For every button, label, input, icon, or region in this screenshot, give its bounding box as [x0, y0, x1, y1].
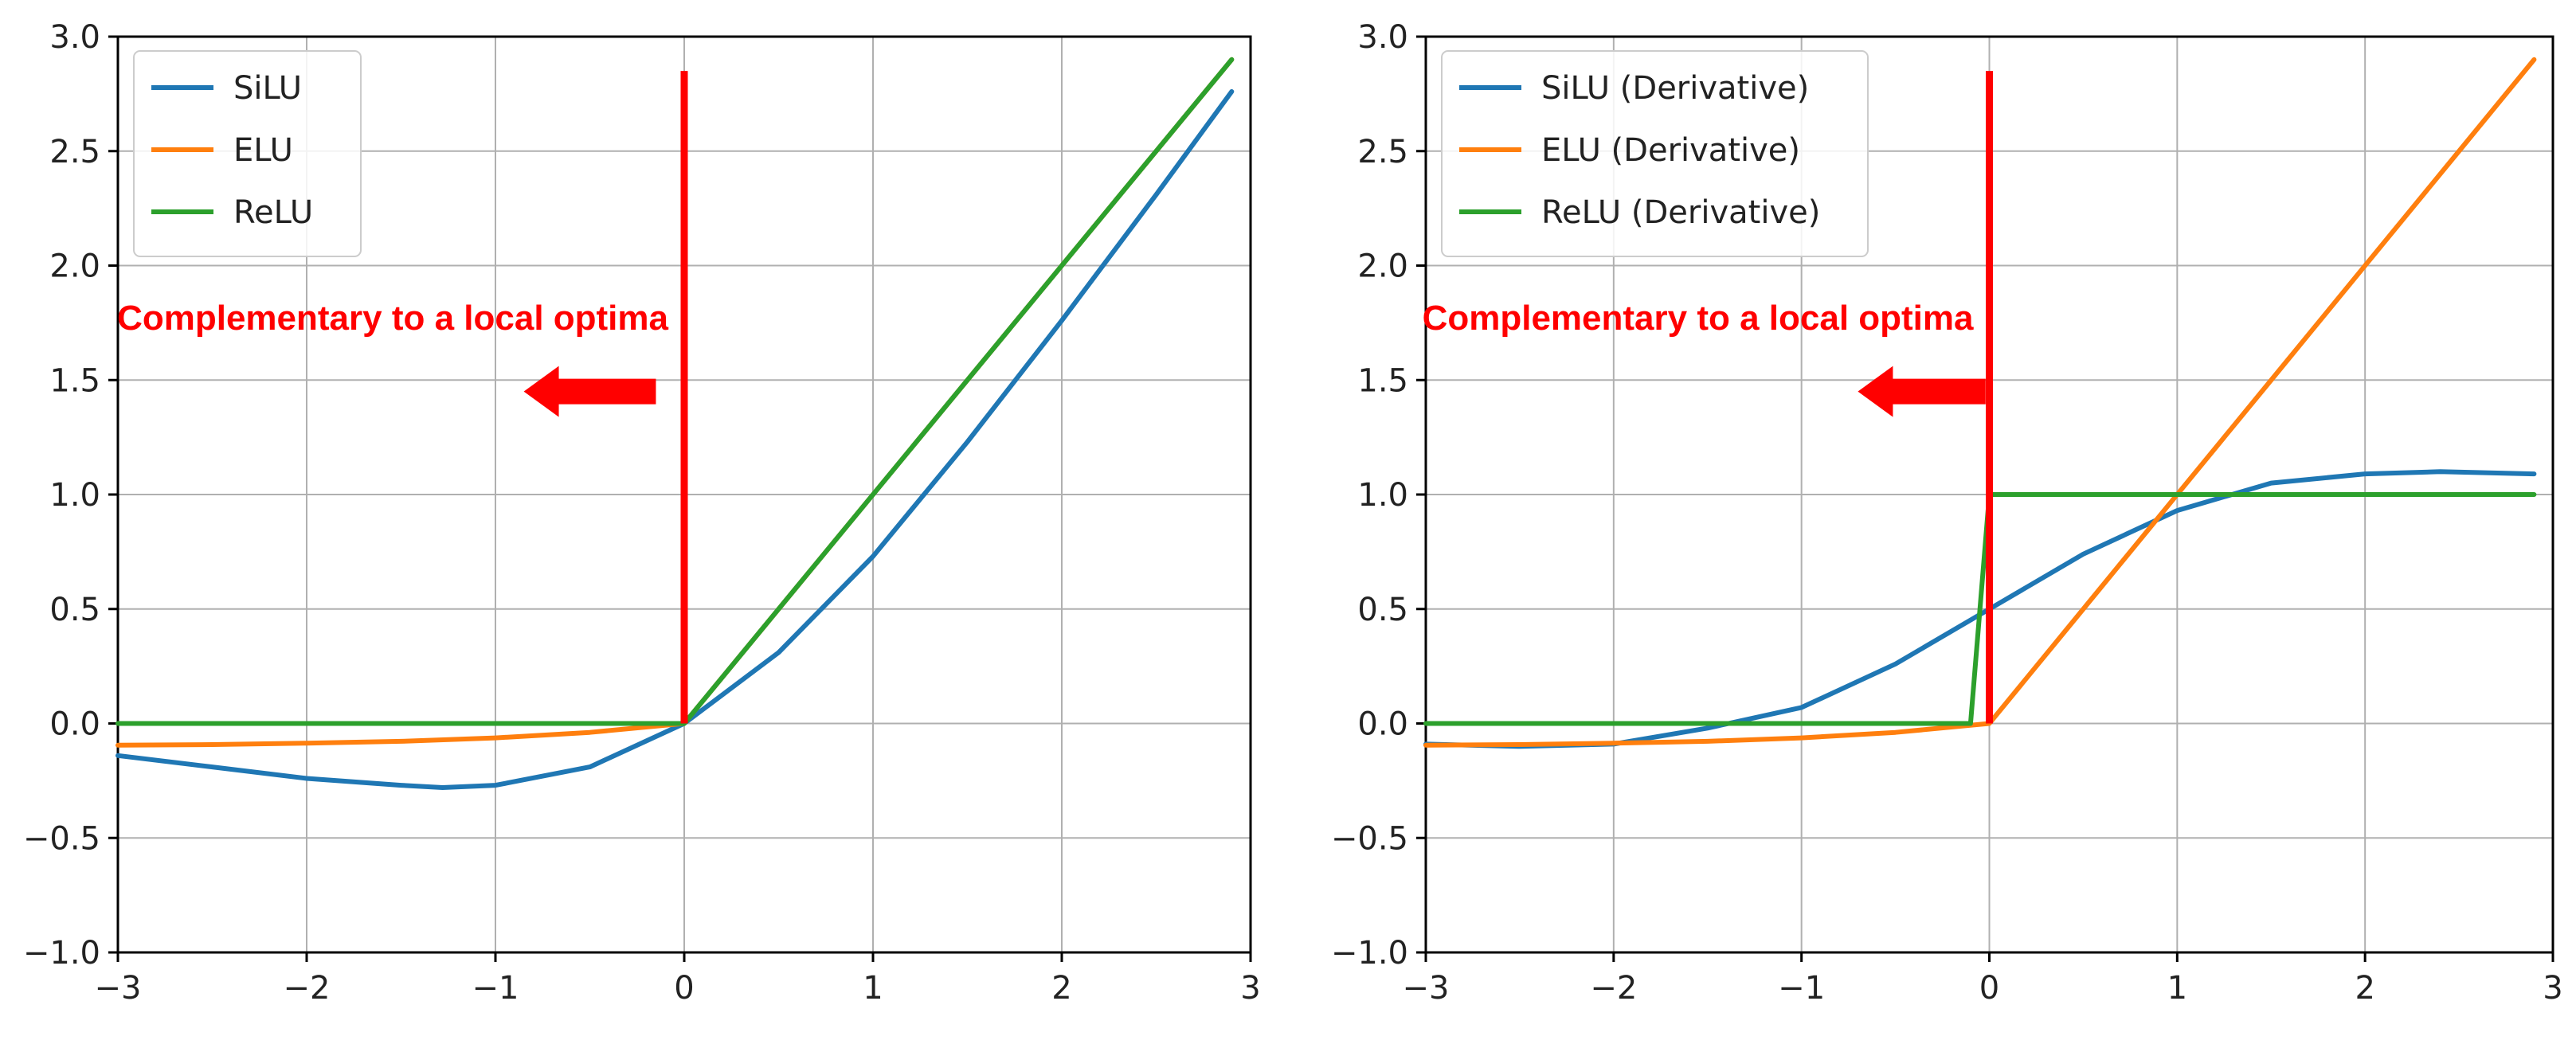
- x-tick-label: 0: [674, 970, 694, 1007]
- legend-entry: SiLU (Derivative): [1541, 70, 1809, 107]
- x-tick-label: 1: [863, 970, 883, 1007]
- y-tick-label: 2.5: [49, 134, 100, 170]
- y-tick-label: 1.0: [49, 477, 100, 514]
- x-tick-label: −3: [95, 970, 142, 1007]
- legend-box: [1441, 50, 1869, 257]
- x-tick-label: −3: [1403, 970, 1450, 1007]
- y-tick-label: −1.0: [23, 935, 100, 972]
- y-tick-label: 2.5: [1357, 134, 1408, 170]
- legend-entry: ELU: [233, 132, 293, 169]
- y-tick-label: 1.0: [1357, 477, 1408, 514]
- x-tick-label: −1: [1778, 970, 1825, 1007]
- y-tick-label: 0.0: [1357, 706, 1408, 743]
- legend: SiLU ELU ReLU: [133, 50, 362, 257]
- annotation-arrow: [1858, 366, 1986, 417]
- legend-entry: ELU (Derivative): [1541, 132, 1800, 169]
- x-tick-label: −2: [284, 970, 331, 1007]
- x-tick-label: 1: [2167, 970, 2187, 1007]
- series-line-relu-derivative: [1423, 492, 2537, 726]
- chart-right-activation-derivatives: −3 −2 −1 0 1 2 3 −1.0 −0.5 0.0 0.5 1.0 1.5 2.0 2.5 3.0 C…: [1331, 19, 2563, 1007]
- x-tick-label: 3: [1240, 970, 1260, 1007]
- legend-entry: ReLU (Derivative): [1541, 194, 1820, 231]
- y-tick-label: 0.5: [49, 592, 100, 628]
- chart-left-activation-functions: −3 −2 −1 0 1 2 3 −1.0 −0.5 0.0 0.5 1.0 1.5 2.0 2.5 3.0 C…: [23, 19, 1261, 1007]
- y-tick-label: 3.0: [1357, 19, 1408, 56]
- x-tick-label: 2: [2355, 970, 2374, 1007]
- annotation-arrow: [523, 366, 656, 417]
- legend: SiLU (Derivative) ELU (Derivative) ReLU (D…: [1441, 50, 1869, 257]
- x-tick-label: 3: [2543, 970, 2562, 1007]
- legend-entry: SiLU: [233, 70, 302, 107]
- x-tick-label: 2: [1051, 970, 1071, 1007]
- x-tick-label: 0: [1979, 970, 1999, 1007]
- legend-entry: ReLU: [233, 194, 313, 231]
- y-tick-label: 0.0: [49, 706, 100, 743]
- x-tick-label: −2: [1590, 970, 1637, 1007]
- y-tick-label: 3.0: [49, 19, 100, 56]
- legend-box: [133, 50, 362, 257]
- y-tick-label: 0.5: [1357, 592, 1408, 628]
- series-line-silu: [115, 89, 1235, 790]
- y-tick-label: −0.5: [23, 820, 100, 857]
- annotation-text: Complementary to a local optima: [1423, 299, 1974, 338]
- y-tick-label: −1.0: [1331, 935, 1408, 972]
- annotation-text: Complementary to a local optima: [117, 299, 668, 338]
- y-tick-label: 1.5: [49, 362, 100, 399]
- y-tick-label: 2.0: [49, 248, 100, 285]
- y-tick-label: −0.5: [1331, 820, 1408, 857]
- y-tick-label: 2.0: [1357, 248, 1408, 285]
- y-tick-label: 1.5: [1357, 362, 1408, 399]
- x-tick-label: −1: [472, 970, 519, 1007]
